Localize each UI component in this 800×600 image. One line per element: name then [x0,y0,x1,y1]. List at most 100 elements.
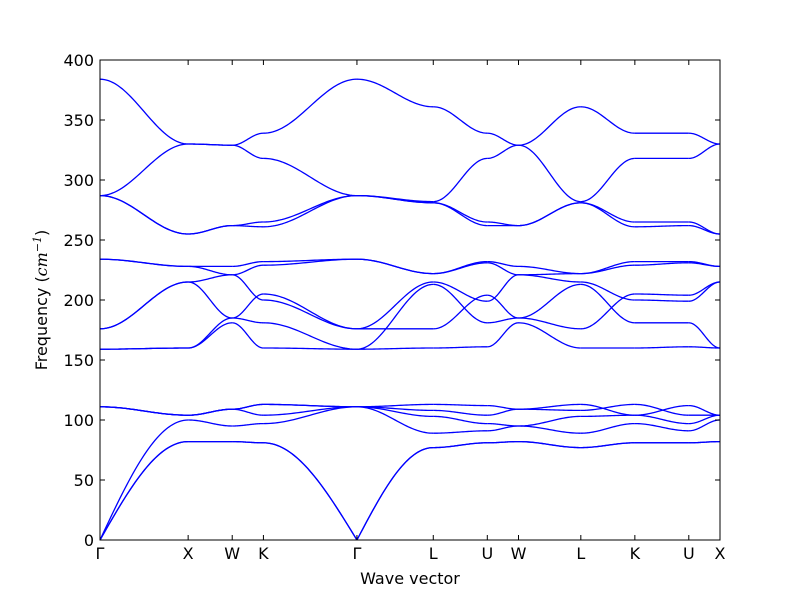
x-tick-label: K [258,544,269,563]
y-tick-label: 0 [84,531,94,550]
phonon-band-line [263,442,358,541]
phonon-band-line [263,194,357,223]
phonon-band-line [232,144,264,160]
phonon-band-line [188,274,233,283]
phonon-band-line [99,419,189,541]
phonon-band-line [518,440,581,449]
phonon-band-line [263,406,357,416]
phonon-band-line [580,414,635,418]
phonon-band-line [232,274,264,301]
phonon-band-line [580,442,635,449]
phonon-band-line [188,265,233,276]
phonon-band-line [433,346,488,349]
phonon-band-line [487,132,519,146]
phonon-band-line [688,281,721,302]
y-tick-label: 150 [63,351,94,370]
phonon-band-line [688,414,721,425]
phonon-band-line [518,322,581,349]
phonon-band-line [263,258,357,263]
phonon-band-line [99,440,189,541]
phonon-band-line [433,415,488,425]
phonon-band-line [356,281,434,330]
phonon-band-line [263,299,357,330]
phonon-band-line [433,294,488,330]
phonon-band-line [232,293,264,319]
phonon-band-line [634,422,689,432]
phonon-band-line [433,202,488,223]
phonon-band-line [356,446,434,541]
phonon-band-line [99,78,189,145]
phonon-band-line [433,157,488,203]
phonon-band-line [487,260,519,268]
y-ticks-layer: 0 50 100 150 200 250 300 350 400 [63,51,720,550]
phonon-band-line [356,194,434,203]
phonon-band-line [487,422,519,427]
phonon-band-line [433,202,488,227]
phonon-band-line [356,283,434,350]
phonon-band-line [518,425,581,434]
phonon-band-line [99,440,189,541]
phonon-band-line [688,224,721,235]
phonon-band-line [688,419,721,432]
phonon-band-line [487,262,519,276]
phonon-band-line [487,408,519,416]
phonon-band-line [356,78,434,108]
phonon-band-line [580,202,635,228]
phonon-band-line [356,347,434,350]
phonon-band-line [99,281,189,330]
x-axis-label: Wave vector [360,569,460,588]
phonon-band-line [688,281,721,296]
phonon-band-line [263,442,358,541]
phonon-band-line [433,442,488,449]
phonon-band-line [433,283,488,324]
phonon-band-line [263,194,357,228]
phonon-band-line [232,403,264,410]
phonon-band-line [188,224,233,235]
phonon-band-line [518,403,581,410]
y-tick-label: 300 [63,171,94,190]
phonon-band-line [263,78,357,134]
phonon-band-line [580,422,635,434]
phonon-band-line [580,260,635,275]
phonon-band-line [634,404,689,416]
phonon-band-line [580,202,635,223]
phonon-band-line [634,299,689,302]
phonon-band-line [634,262,689,266]
x-tick-label: U [683,544,695,563]
phonon-band-line [580,281,635,301]
y-tick-label: 100 [63,411,94,430]
phonon-band-line [580,283,635,324]
phonon-band-line [487,425,519,432]
phonon-band-line [263,322,357,350]
x-tick-label: X [715,544,726,563]
phonon-band-line [634,346,689,349]
phonon-band-line [688,404,721,416]
phonon-band-line [99,143,189,197]
phonon-band-line [580,403,635,412]
phonon-band-line [487,144,519,160]
phonon-band-line [263,347,357,350]
phonon-band-line [356,406,434,434]
phonon-band-line [232,260,264,268]
phonon-band-line [232,317,264,324]
x-tick-label: X [183,544,194,563]
phonon-band-line [188,317,233,349]
y-axis-label: Frequency (cm−1) [31,230,51,371]
phonon-band-line [580,106,635,134]
phonon-band-line [487,274,519,302]
y-tick-label: 200 [63,291,94,310]
phonon-band-line [356,446,434,541]
phonon-band-line [232,422,264,427]
y-axis-label-unit: cm [32,252,51,276]
phonon-band-line [100,347,189,350]
x-tick-label: L [576,544,585,563]
phonon-band-line [688,260,721,268]
phonon-band-line [518,274,581,283]
phonon-band-line [433,260,488,275]
y-axis-label-exponent: −1 [31,236,44,252]
phonon-band-line [232,264,264,276]
phonon-band-line [188,408,233,416]
phonon-band-line [433,409,488,416]
phonon-band-line [433,403,488,407]
